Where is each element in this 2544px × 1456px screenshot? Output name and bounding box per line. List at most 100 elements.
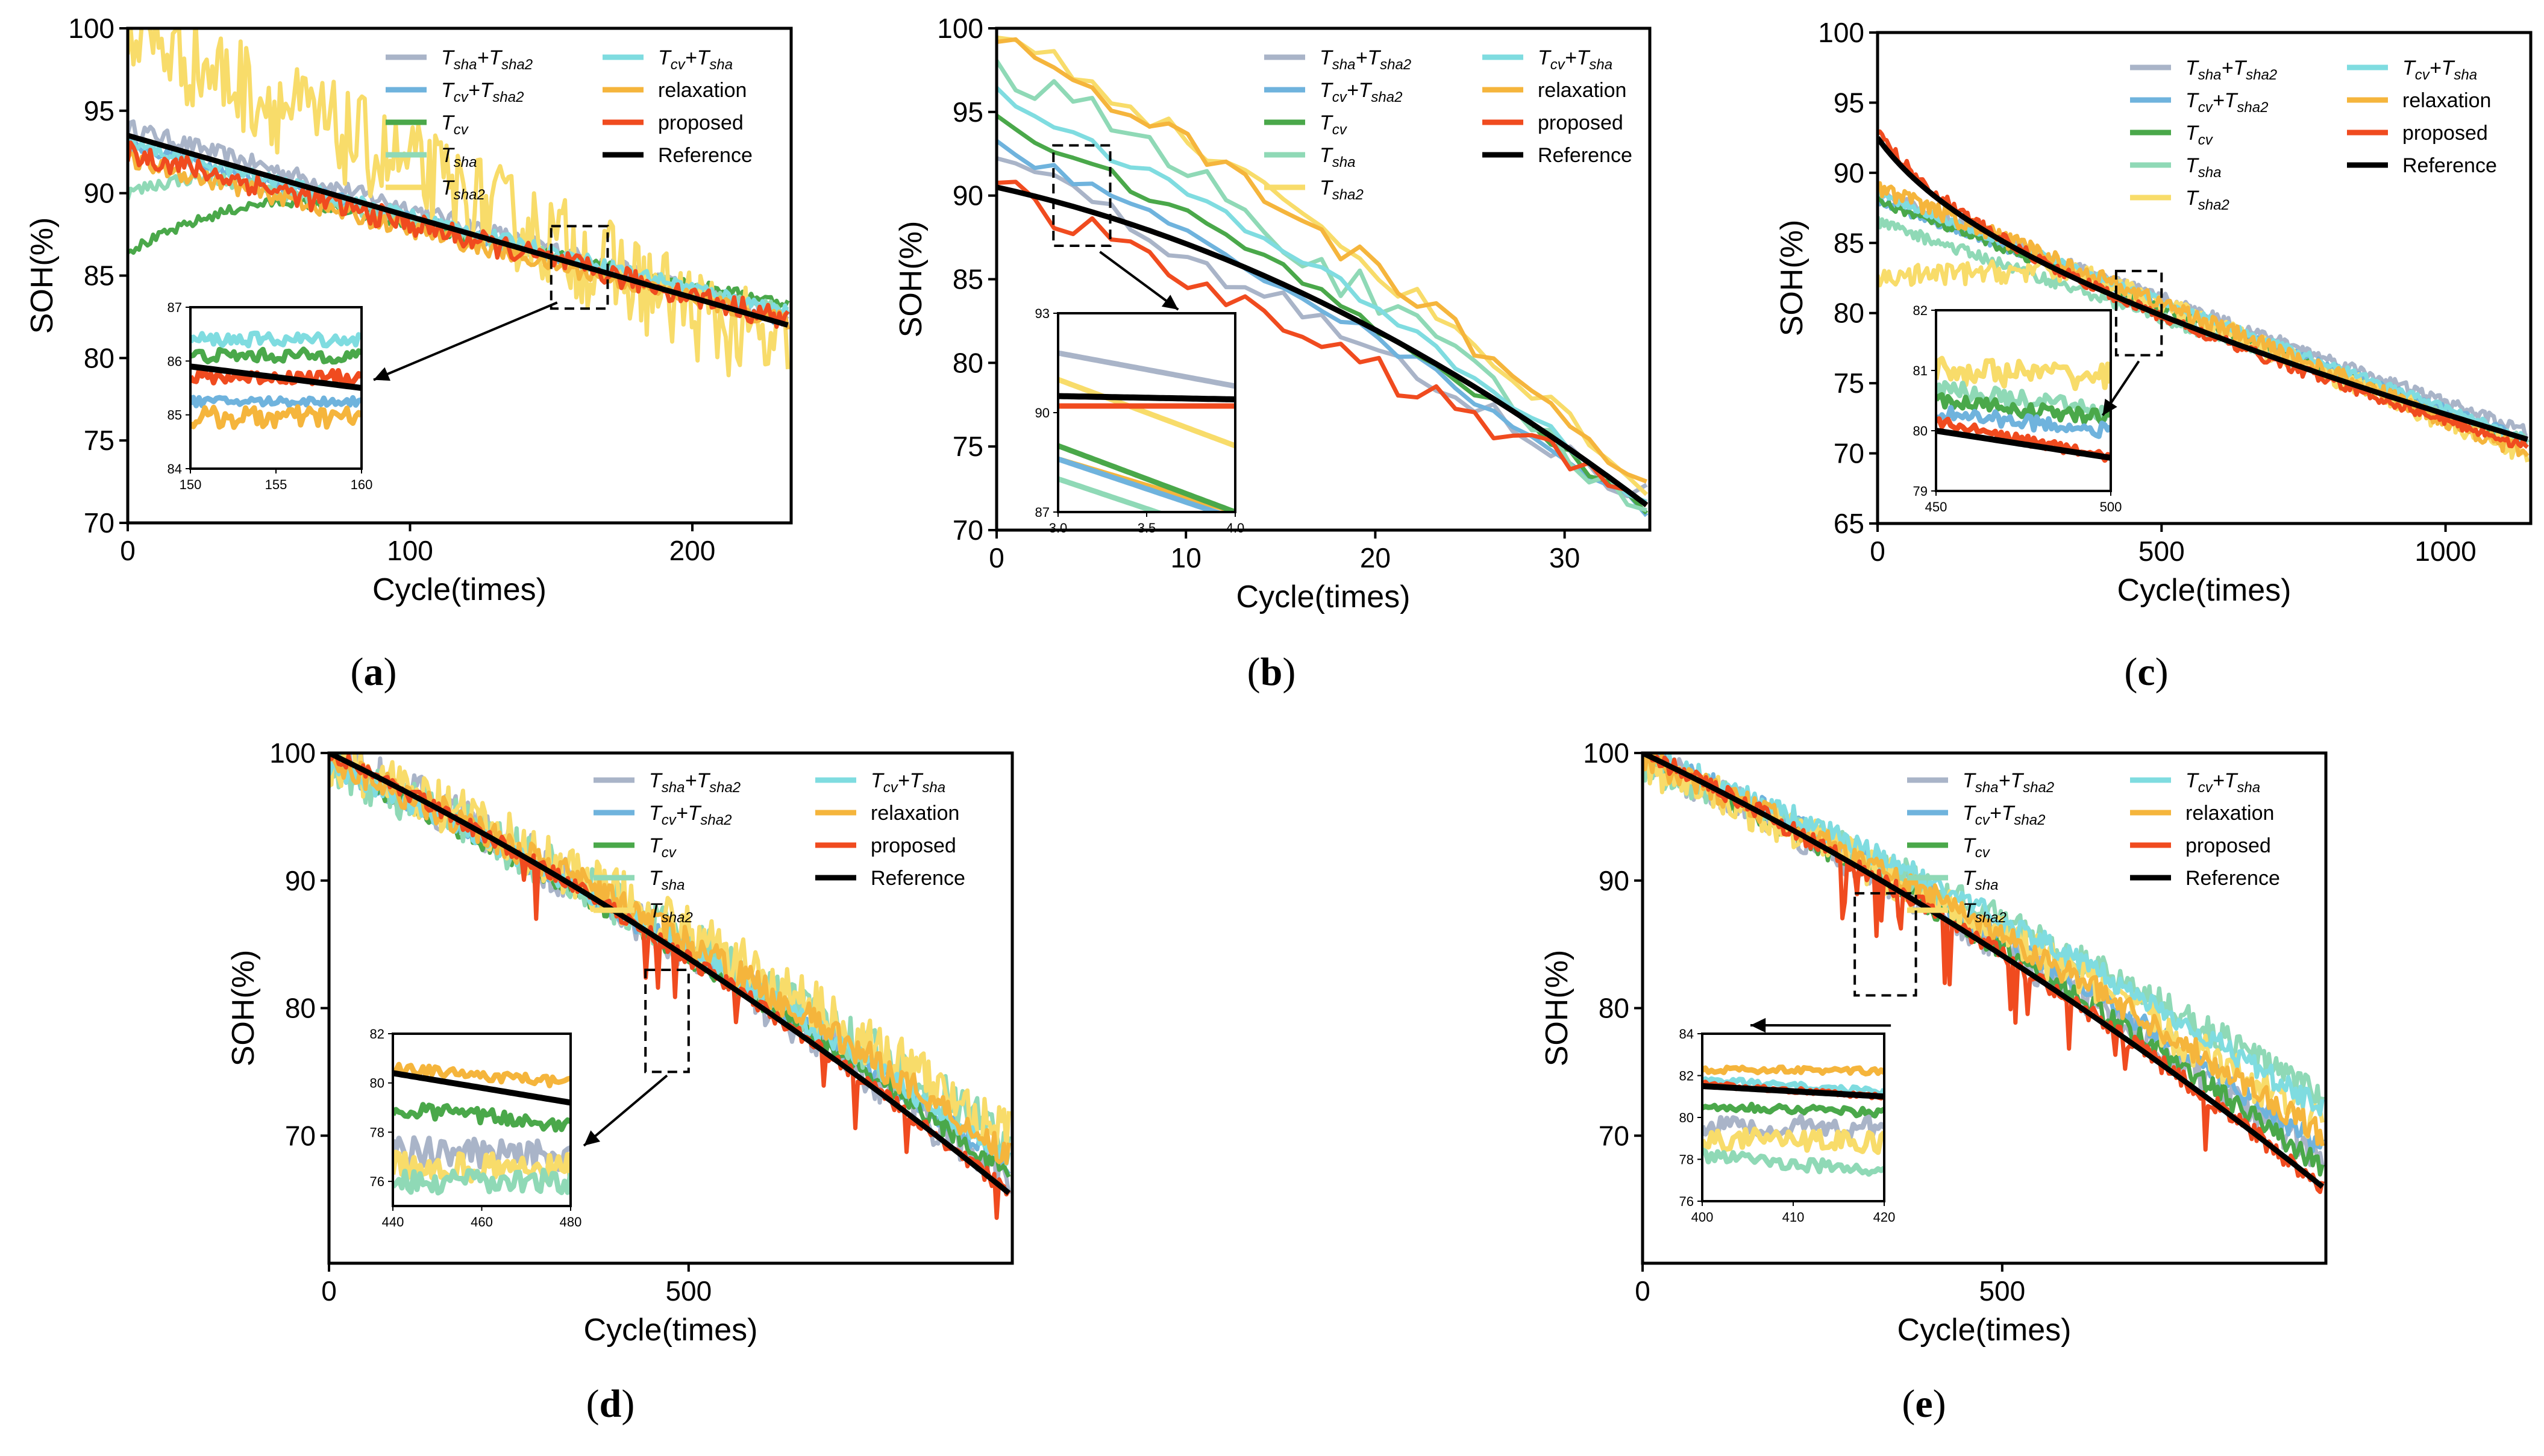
y-axis-label: SOH(%) (226, 950, 261, 1067)
legend-label-tcv: Tcv (1963, 834, 1991, 861)
y-tick-label: 70 (953, 514, 983, 546)
series-d-reference (329, 753, 1011, 1196)
inset-x-tick-label: 160 (351, 477, 373, 492)
inset-x-tick-label: 4.0 (1226, 520, 1245, 536)
inset-y-tick-label: 93 (1035, 306, 1050, 321)
x-tick-label: 0 (1870, 536, 1885, 567)
legend-label-tsha2: Tsha2 (441, 177, 485, 203)
inset-y-tick-label: 87 (168, 300, 182, 315)
legend-label-tsha_tsha2: Tsha+Tsha2 (1320, 46, 1411, 73)
inset-y-tick-label: 81 (1913, 363, 1928, 378)
legend-label-tsha_tsha2: Tsha+Tsha2 (441, 46, 533, 73)
inset-series-e-relaxation (1702, 1064, 1884, 1076)
zoom-box-a (550, 225, 609, 310)
inset-y-tick-label: 84 (1679, 1026, 1694, 1042)
inset-series-e-tcv (1702, 1101, 1884, 1119)
legend-label-reference: Reference (2185, 867, 2280, 890)
inset-x-tick-label: 155 (265, 477, 287, 492)
legend-label-tcv_tsha2: Tcv+Tsha2 (2185, 89, 2268, 116)
zoom-box-d (644, 968, 690, 1073)
inset-y-tick-label: 78 (370, 1125, 384, 1140)
inset-series-b-reference (1058, 393, 1235, 402)
inset-x-tick-label: 150 (180, 477, 202, 492)
x-tick-label: 0 (120, 535, 136, 566)
inset-y-tick-label: 82 (1679, 1069, 1694, 1084)
panel-label-a: (a) (351, 650, 397, 694)
legend-label-tsha2: Tsha2 (1320, 177, 1364, 203)
legend-label-tsha_tsha2: Tsha+Tsha2 (2185, 57, 2277, 83)
inset-y-tick-label: 76 (1679, 1194, 1694, 1209)
legend-label-tsha: Tsha (649, 867, 685, 893)
y-tick-label: 85 (953, 264, 983, 295)
inset-x-tick-label: 450 (1925, 499, 1947, 514)
legend-label-tsha: Tsha (1320, 144, 1355, 170)
inset-series-e-tcv_tsha (1702, 1076, 1884, 1098)
panel-a: 0 100 200 70 75 80 85 90 95 100 Cycle(times) SOH(%)… (25, 13, 793, 694)
series-a-tcv_tsha (128, 138, 790, 318)
inset-y-tick-label: 80 (1679, 1110, 1694, 1125)
y-tick-label: 95 (953, 96, 983, 128)
legend-label-reference: Reference (1538, 144, 1632, 167)
x-tick-label: 100 (387, 535, 433, 566)
panel-e: 0 500 70 80 90 100 Cycle(times) SOH(%) Tsha+Tsha… (1540, 737, 2328, 1426)
legend-label-tsha: Tsha (1963, 867, 1998, 893)
inset-series-b-tsha2 (1058, 376, 1235, 449)
x-tick-label: 30 (1549, 542, 1580, 573)
inset-y-tick-label: 86 (168, 354, 182, 369)
series-b-proposed (997, 180, 1648, 507)
inset-series-b-tcv_tsha2 (1058, 456, 1224, 512)
inset-series-b-tsha (1058, 476, 1165, 512)
panel-label-d: (d) (586, 1382, 635, 1426)
x-tick-label: 20 (1360, 542, 1391, 573)
zoom-arrow-head-a (374, 367, 390, 381)
legend-label-relaxation: relaxation (658, 79, 747, 102)
inset-series-c-reference (1936, 428, 2111, 461)
inset-series-d-reference (393, 1070, 571, 1106)
y-axis-label: SOH(%) (25, 217, 60, 334)
series-b-relaxation (997, 37, 1647, 484)
panel-label-b: (b) (1247, 650, 1296, 694)
panel-c: 0 500 1000 65 70 75 80 85 90 95 100 Cycle(times) SOH… (1775, 17, 2533, 694)
legend-label-tsha_tsha2: Tsha+Tsha2 (649, 769, 741, 796)
y-tick-label: 70 (285, 1120, 316, 1151)
y-tick-label: 85 (84, 260, 114, 292)
axes-frame-c (1876, 31, 2533, 525)
inset-x-tick-label: 3.5 (1138, 520, 1156, 536)
series-b-tsha_tsha2 (997, 156, 1648, 499)
y-tick-label: 80 (84, 342, 114, 373)
legend-label-reference: Reference (658, 144, 753, 167)
legend-label-tcv_tsha: Tcv+Tsha (2185, 769, 2260, 796)
legend-label-relaxation: relaxation (2185, 802, 2274, 825)
x-axis-label: Cycle(times) (1236, 580, 1411, 614)
inset-series-e-tsha_tsha2 (1702, 1114, 1884, 1140)
y-tick-label: 80 (953, 347, 983, 378)
y-tick-label: 90 (285, 865, 316, 896)
legend-label-tsha2: Tsha2 (2185, 187, 2229, 213)
legend-label-proposed: proposed (658, 111, 744, 134)
y-axis-label: SOH(%) (894, 221, 929, 338)
inset-y-tick-label: 90 (1035, 405, 1050, 420)
zoom-arrow-a (373, 301, 558, 381)
x-tick-label: 0 (1635, 1275, 1650, 1307)
legend-label-proposed: proposed (2185, 834, 2271, 857)
x-axis-label: Cycle(times) (2117, 573, 2292, 608)
inset-series-c-tsha2 (1936, 355, 2111, 392)
x-axis-label: Cycle(times) (584, 1313, 758, 1348)
legend-label-tcv_tsha: Tcv+Tsha (2402, 57, 2477, 83)
legend-label-tcv_tsha2: Tcv+Tsha2 (1963, 802, 2045, 828)
y-tick-label: 95 (84, 95, 114, 127)
series-c-reference (1878, 136, 2528, 442)
inset-series-a-reference (190, 363, 362, 391)
legend-label-relaxation: relaxation (1538, 79, 1626, 102)
inset-series-b-tsha_tsha2 (1058, 350, 1235, 389)
zoom-arrow-head-e (1750, 1017, 1766, 1033)
inset-x-tick-label: 3.0 (1049, 520, 1068, 536)
y-tick-label: 75 (84, 425, 114, 456)
y-tick-label: 75 (953, 431, 983, 462)
inset-series-c-tsha (1936, 380, 2111, 422)
legend-label-tcv_tsha: Tcv+Tsha (1538, 46, 1612, 73)
y-tick-label: 80 (1599, 993, 1629, 1024)
y-tick-label: 95 (1834, 87, 1864, 118)
legend-label-tsha2: Tsha2 (1963, 899, 2007, 926)
